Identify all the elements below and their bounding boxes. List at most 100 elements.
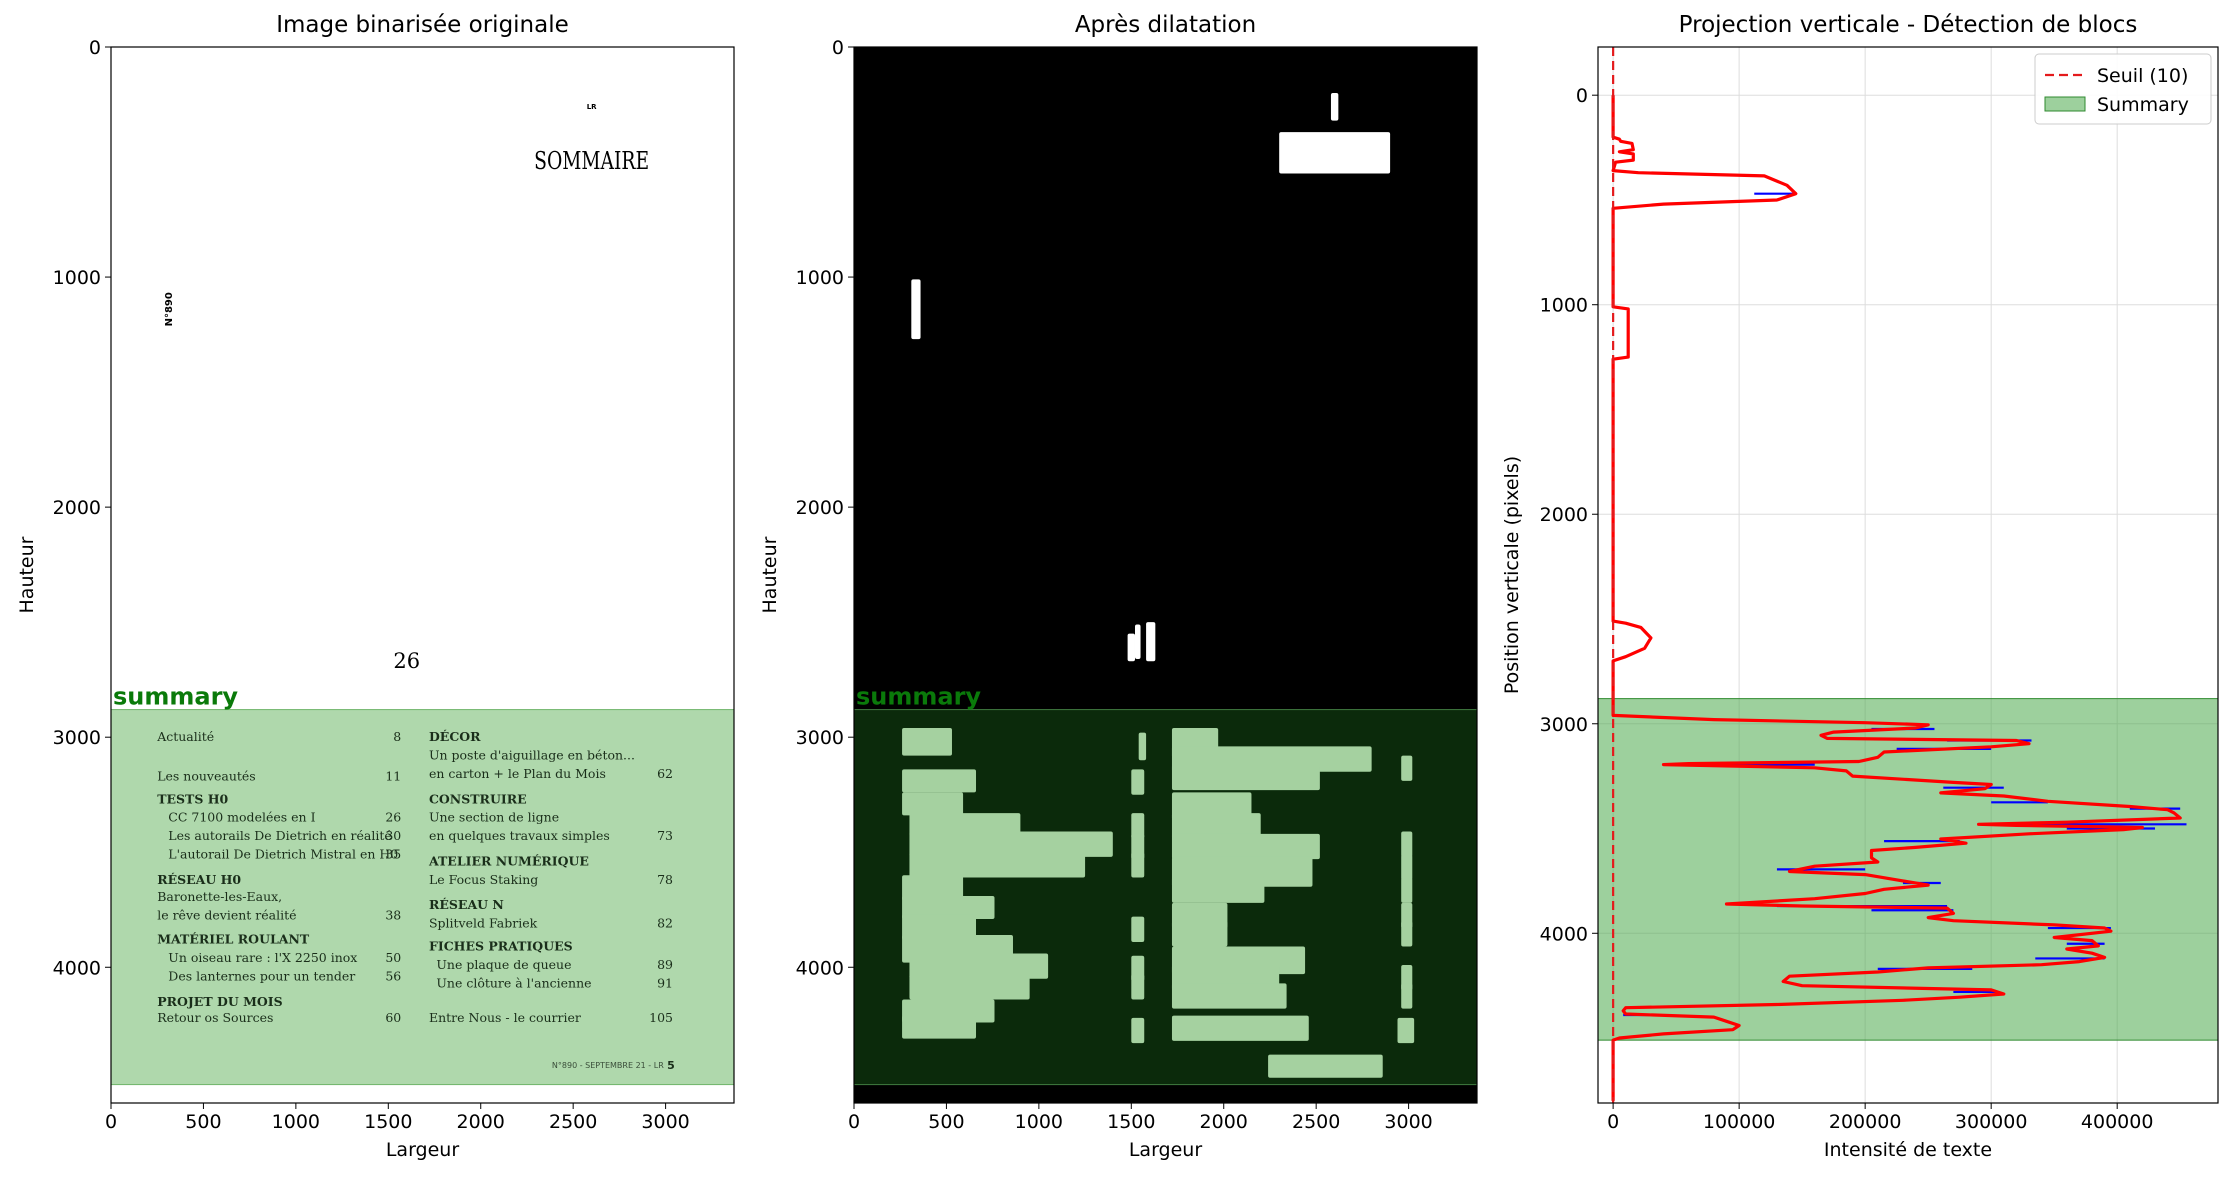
left-toc-entry-text: Les nouveautés	[157, 768, 256, 783]
text-blob	[1401, 854, 1413, 880]
text-blob	[1131, 769, 1145, 795]
summary-region	[110, 709, 735, 1086]
text-blob	[1171, 921, 1228, 947]
y-tick-label: 2000	[53, 497, 101, 519]
x-tick-label: 2000	[1200, 1111, 1248, 1133]
right-toc-entry-page: 91	[657, 975, 673, 990]
summary-label: summary	[856, 683, 981, 711]
legend-summary-swatch	[2044, 96, 2086, 112]
text-blob	[909, 813, 1021, 837]
y-tick-label: 3000	[796, 727, 844, 749]
text-blob	[1146, 622, 1156, 662]
legend: Seuil (10) Summary	[2034, 53, 2212, 125]
x-tick-label: 2000	[457, 1111, 505, 1133]
text-blob	[909, 974, 1030, 1000]
y-axis-label: Hauteur	[16, 536, 38, 613]
right-toc-entry-text: CONSTRUIRE	[429, 791, 527, 806]
top-mark: LR	[587, 103, 597, 111]
y-tick-label: 4000	[796, 957, 844, 979]
right-toc-entry-text: Un poste d'aiguillage en béton...	[429, 748, 635, 763]
panel-original-binarized: LR SOMMAIRE N°890 26 summary Actualité 8 Les no…	[16, 12, 735, 1161]
text-blob	[1171, 1015, 1309, 1041]
text-blob	[902, 895, 995, 919]
x-tick-label: 1000	[1015, 1111, 1063, 1133]
text-blob	[1134, 624, 1141, 659]
x-tick-label: 500	[185, 1111, 221, 1133]
text-blob	[1397, 1017, 1415, 1044]
y-tick-label: 3000	[1540, 714, 1588, 736]
text-blob	[1330, 93, 1339, 121]
text-blob	[1138, 732, 1147, 761]
right-toc-entry-page: 73	[657, 828, 673, 843]
text-blob	[909, 953, 1049, 979]
panel-vertical-projection: 0 100000 200000 300000 400000 0 1000 2000 3000 40…	[1501, 12, 2219, 1161]
right-toc-entry-text: en carton + le Plan du Mois	[429, 766, 606, 781]
x-tick-label: 1500	[1107, 1111, 1155, 1133]
x-tick-label: 3000	[1384, 1111, 1432, 1133]
text-blob	[1401, 831, 1413, 857]
y-tick-label: 1000	[796, 267, 844, 289]
text-blob	[902, 792, 964, 816]
left-toc-entry-page: 26	[385, 810, 401, 825]
left-toc-entry-text: CC 7100 modelées en I	[168, 810, 315, 825]
left-toc-entry-text: L'autorail De Dietrich Mistral en H0	[168, 847, 398, 862]
y-tick-label: 0	[832, 37, 844, 59]
y-tick-label: 4000	[1540, 923, 1588, 945]
y-tick-label: 4000	[53, 957, 101, 979]
x-tick-label: 1000	[272, 1111, 320, 1133]
right-toc-entry-text: Splitveld Fabriek	[429, 916, 538, 931]
page-heading: SOMMAIRE	[534, 147, 649, 175]
left-toc-entry-text: MATÉRIEL ROULANT	[157, 932, 310, 947]
x-tick-label: 300000	[1955, 1111, 2028, 1133]
text-blob	[1401, 755, 1413, 781]
left-toc-entry-text: TESTS H0	[157, 791, 228, 806]
left-toc-entry-text: Les autorails De Dietrich en réalité	[168, 828, 391, 843]
left-toc-entry-page: 50	[385, 950, 401, 965]
right-toc-entry-text: RÉSEAU N	[429, 897, 504, 912]
left-toc-entry-page: 30	[385, 828, 401, 843]
text-blob	[902, 727, 952, 756]
y-tick-label: 1000	[53, 267, 101, 289]
text-blob	[1171, 833, 1320, 860]
text-blob	[911, 279, 921, 340]
x-tick-label: 0	[1607, 1111, 1619, 1133]
right-toc-entry-text: FICHES PRATIQUES	[429, 939, 573, 954]
text-blob	[902, 875, 964, 901]
right-toc-entry-text: en quelques travaux simples	[429, 828, 610, 843]
x-tick-label: 400000	[2081, 1111, 2154, 1133]
side-number: N°890	[164, 292, 175, 326]
x-tick-label: 2500	[1292, 1111, 1340, 1133]
text-blob	[909, 852, 1086, 878]
page-footer-number: 5	[667, 1059, 675, 1072]
text-blob	[909, 831, 1113, 857]
text-blob	[1127, 633, 1135, 662]
x-tick-label: 1500	[364, 1111, 412, 1133]
text-blob	[902, 1015, 977, 1039]
legend-threshold-label: Seuil (10)	[2097, 65, 2188, 87]
text-blob	[1401, 921, 1413, 947]
left-toc-entry-text: Baronette-les-Eaux,	[157, 889, 282, 904]
text-blob	[1171, 764, 1320, 791]
y-tick-label: 0	[89, 37, 101, 59]
x-axis-label: Largeur	[1129, 1139, 1202, 1161]
left-toc-entry-text: RÉSEAU H0	[157, 872, 241, 887]
x-tick-label: 3000	[641, 1111, 689, 1133]
left-toc-entry-text: Retour os Sources	[157, 1010, 273, 1025]
right-toc-entry-page: 62	[657, 766, 673, 781]
summary-label: summary	[113, 683, 238, 711]
text-blob	[1171, 877, 1265, 903]
text-blob	[902, 769, 977, 793]
x-tick-label: 0	[848, 1111, 860, 1133]
y-tick-label: 2000	[1540, 504, 1588, 526]
text-blob	[1401, 983, 1413, 1009]
right-toc-entry-text: Une plaque de queue	[436, 957, 571, 972]
text-blob	[1131, 1017, 1145, 1044]
y-tick-label: 0	[1576, 85, 1588, 107]
text-blob	[1279, 132, 1391, 174]
text-blob	[1131, 852, 1145, 878]
text-blob	[1131, 813, 1145, 839]
x-axis-label: Intensité de texte	[1824, 1139, 1992, 1161]
x-tick-label: 0	[105, 1111, 117, 1133]
axes-frame	[853, 46, 1478, 1104]
